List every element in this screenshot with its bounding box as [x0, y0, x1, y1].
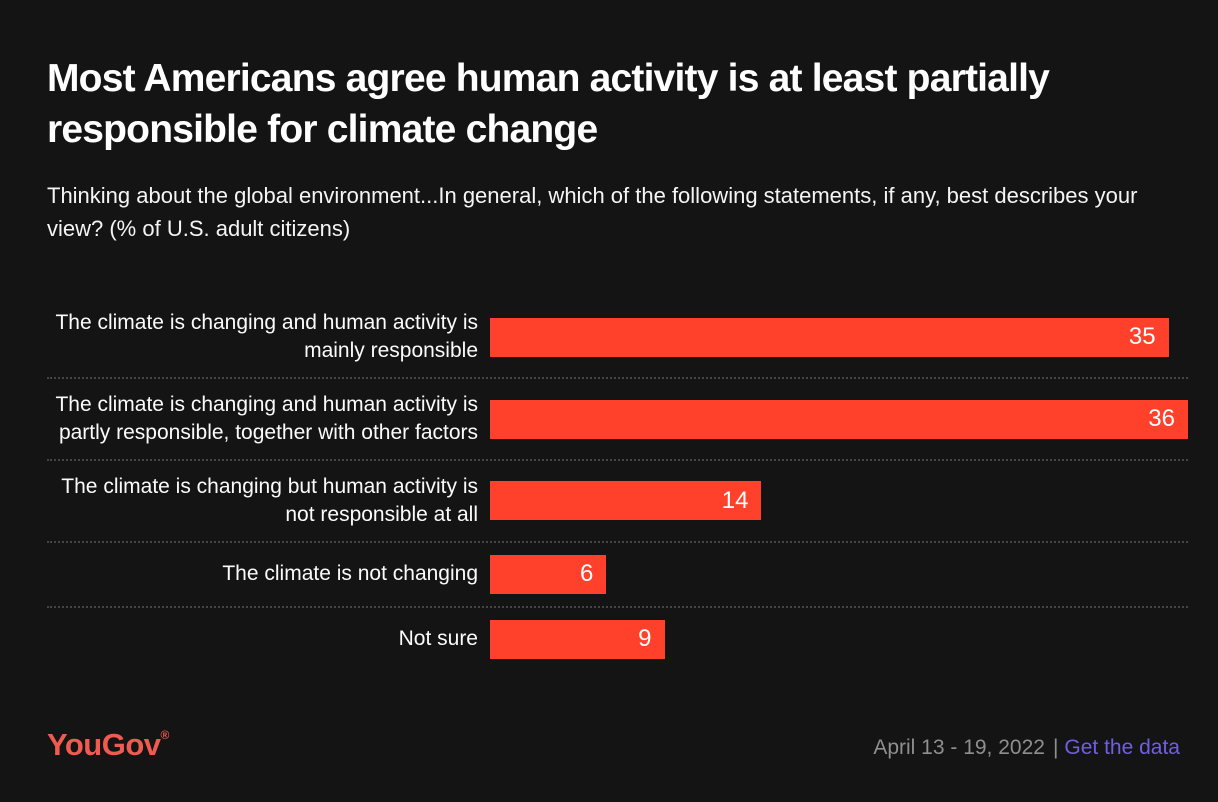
bar-row: The climate is changing but human activi…	[47, 459, 1188, 541]
bar-value-label: 35	[1128, 323, 1156, 351]
bar-row: The climate is changing and human activi…	[47, 297, 1188, 377]
category-label: The climate is not changing	[222, 562, 478, 586]
bar-value-label: 14	[721, 486, 749, 514]
bar-value-label: 6	[579, 560, 594, 588]
bar-row: The climate is not changing 6	[47, 540, 1188, 606]
bar-value-label: 36	[1148, 405, 1175, 433]
footer: YouGov® April 13 - 19, 2022 | Get the data	[47, 729, 1188, 760]
bar-value-label: 9	[638, 625, 652, 653]
get-the-data-link[interactable]: Get the data	[1064, 736, 1180, 759]
bar: 9	[490, 619, 665, 659]
page-title: Most Americans agree human activity is a…	[47, 57, 1050, 151]
bar-track: 9	[490, 619, 1188, 659]
category-label: The climate is changing and human activi…	[55, 393, 478, 445]
page-subtitle: Thinking about the global environment...…	[47, 183, 1138, 242]
registered-trademark-icon: ®	[160, 728, 170, 742]
bar: 6	[490, 554, 607, 594]
bar-track: 36	[490, 399, 1188, 439]
bar-row: The climate is changing and human activi…	[47, 377, 1188, 459]
category-label: Not sure	[398, 627, 478, 651]
yougov-logo: YouGov®	[47, 729, 169, 760]
bar-track: 6	[490, 554, 1188, 594]
date-range: April 13 - 19, 2022	[873, 736, 1045, 759]
bar-track: 14	[490, 481, 1188, 521]
bar: 36	[490, 399, 1188, 439]
bar: 35	[490, 317, 1169, 357]
footer-separator: |	[1052, 736, 1059, 759]
category-label: The climate is changing and human activi…	[55, 311, 478, 363]
yougov-logo-text: YouGov	[47, 727, 161, 762]
source-line: April 13 - 19, 2022 | Get the data	[873, 736, 1188, 760]
bar: 14	[490, 481, 762, 521]
bar-track: 35	[490, 317, 1188, 357]
category-label: The climate is changing but human activi…	[61, 475, 478, 526]
bar-row: Not sure 9	[47, 605, 1188, 671]
bar-chart: The climate is changing and human activi…	[47, 297, 1188, 671]
